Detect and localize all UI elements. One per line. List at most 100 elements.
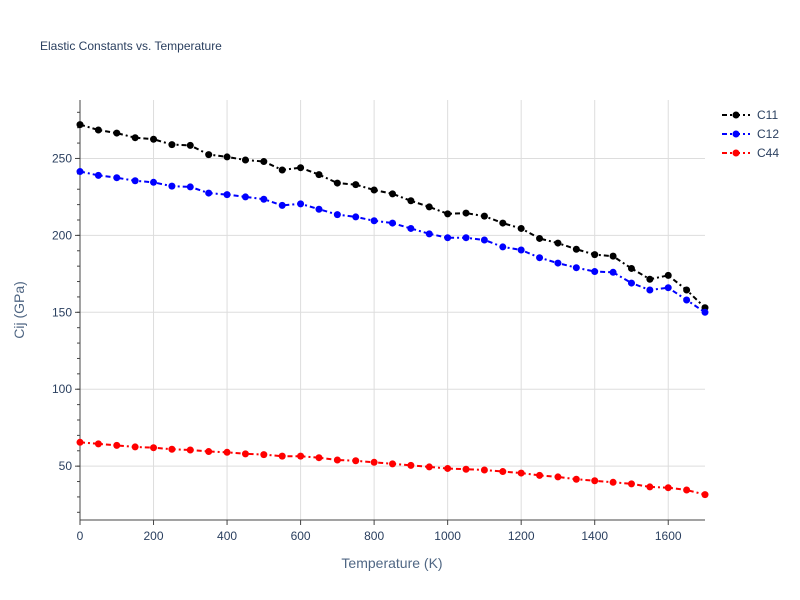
data-point-c44 [186, 446, 194, 454]
legend[interactable]: C11 C12 C44 [722, 108, 779, 160]
y-axis-title: Cij (GPa) [11, 281, 27, 339]
data-point-c12 [646, 286, 654, 294]
data-point-c11 [425, 203, 433, 211]
y-tick-label: 100 [52, 382, 72, 396]
data-point-c12 [131, 177, 139, 185]
legend-label: C11 [757, 108, 778, 122]
data-point-c44 [389, 460, 396, 468]
data-point-c12 [223, 191, 231, 199]
legend-item-c12[interactable]: C12 [722, 127, 779, 141]
series-line-c12 [79, 170, 706, 314]
data-point-c44 [297, 452, 305, 460]
x-tick-label: 200 [144, 529, 164, 543]
x-tick-label: 800 [364, 529, 384, 543]
data-point-c12 [462, 234, 470, 242]
data-point-c11 [260, 158, 268, 166]
legend-item-c44[interactable]: C44 [722, 146, 779, 160]
data-point-c11 [315, 171, 323, 179]
data-point-c44 [425, 463, 433, 471]
data-point-c12 [627, 279, 635, 287]
data-point-c44 [683, 486, 691, 494]
x-tick-label: 1000 [434, 529, 461, 543]
data-point-c12 [389, 219, 396, 227]
data-point-c12 [554, 259, 562, 267]
data-point-c44 [333, 456, 341, 464]
data-point-c11 [150, 135, 158, 143]
data-point-c12 [168, 182, 176, 190]
data-point-c44 [94, 440, 102, 448]
data-point-c12 [94, 171, 102, 179]
data-point-c11 [407, 197, 415, 205]
data-point-c12 [370, 217, 378, 225]
data-point-c12 [150, 178, 158, 186]
data-point-c12 [76, 168, 84, 176]
data-point-c44 [168, 445, 176, 453]
data-point-c11 [499, 219, 507, 227]
data-point-c11 [462, 209, 470, 217]
data-point-c11 [131, 134, 139, 142]
x-tick-label: 0 [77, 529, 84, 543]
data-point-c11 [646, 275, 654, 283]
data-point-c12 [517, 246, 525, 254]
data-point-c12 [572, 264, 580, 272]
x-tick-label: 1600 [655, 529, 682, 543]
x-tick-label: 1400 [581, 529, 608, 543]
data-point-c12 [444, 234, 452, 242]
data-point-c44 [150, 444, 158, 452]
data-point-c11 [168, 141, 176, 149]
x-axis-title: Temperature (K) [341, 555, 442, 571]
data-point-c12 [333, 211, 341, 219]
data-point-c12 [113, 174, 121, 182]
data-point-c44 [241, 450, 249, 458]
data-point-c44 [609, 478, 617, 486]
data-point-c44 [131, 443, 139, 451]
data-point-c12 [701, 308, 709, 316]
data-point-c44 [113, 441, 121, 449]
data-point-c11 [683, 286, 691, 294]
data-point-c12 [609, 268, 617, 276]
data-point-c11 [186, 141, 194, 149]
data-point-c11 [517, 224, 525, 232]
data-point-c11 [444, 210, 452, 218]
x-tick-label: 400 [217, 529, 237, 543]
data-point-c44 [517, 469, 525, 477]
data-point-c44 [462, 465, 470, 473]
chart-title: Elastic Constants vs. Temperature [40, 39, 222, 53]
data-point-c12 [591, 268, 599, 276]
data-point-c44 [205, 448, 213, 456]
data-point-c11 [370, 186, 378, 194]
data-point-c11 [297, 164, 305, 172]
data-point-c12 [425, 230, 433, 238]
data-point-c44 [352, 457, 360, 465]
data-point-c12 [315, 205, 323, 213]
data-point-c12 [297, 200, 305, 208]
y-tick-label: 250 [52, 151, 72, 165]
axes: 0 200 400 600 800 1000 1200 1400 1600 50 100 150 200… [52, 100, 705, 543]
data-point-c11 [480, 212, 488, 220]
data-point-c44 [499, 468, 507, 476]
data-point-c12 [205, 189, 213, 197]
legend-item-c11[interactable]: C11 [722, 108, 778, 122]
data-point-c44 [315, 454, 323, 462]
x-tick-label: 600 [291, 529, 311, 543]
data-point-c12 [683, 296, 691, 304]
legend-marker [732, 111, 740, 119]
data-point-c44 [370, 458, 378, 466]
legend-label: C44 [757, 146, 779, 160]
data-point-c12 [664, 284, 672, 292]
y-tick-label: 50 [59, 459, 73, 473]
data-point-c11 [627, 264, 635, 272]
data-point-c12 [278, 201, 286, 209]
data-point-c11 [76, 121, 84, 129]
data-point-c44 [554, 473, 562, 481]
data-point-c44 [260, 451, 268, 459]
data-point-c11 [205, 151, 213, 159]
data-point-c44 [701, 491, 709, 499]
data-point-c11 [591, 251, 599, 259]
legend-label: C12 [757, 127, 779, 141]
data-point-c12 [407, 224, 415, 232]
data-point-c44 [572, 475, 580, 483]
data-point-c11 [389, 190, 396, 198]
